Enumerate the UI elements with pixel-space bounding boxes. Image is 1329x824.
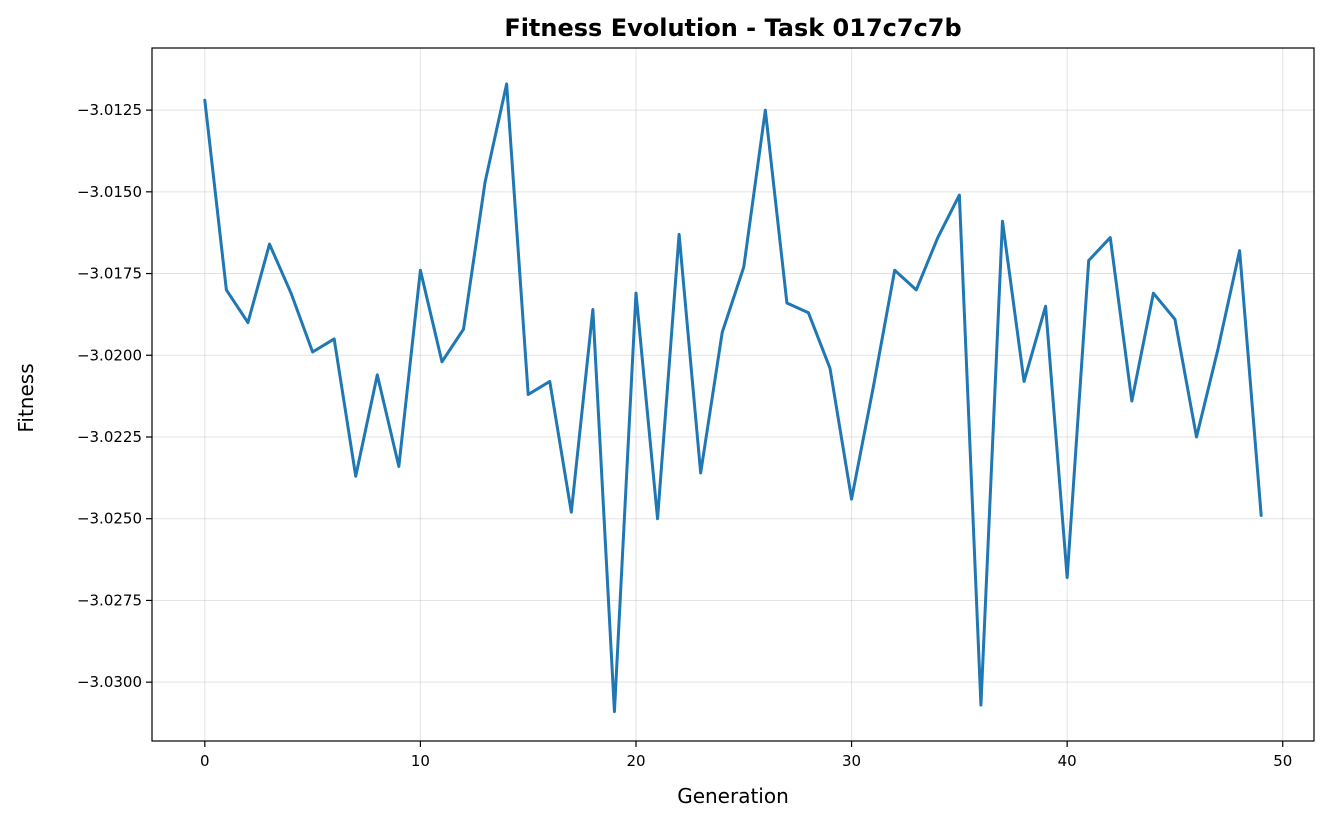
x-tick-label: 30 (842, 752, 861, 770)
chart-title: Fitness Evolution - Task 017c7c7b (504, 14, 961, 42)
tick-layer: 0 10 20 30 40 50 −3.0125 −3.0150 −3.0175 −3.0200 −… (77, 101, 1292, 770)
x-axis-label: Generation (677, 784, 789, 808)
y-tick-label: −3.0250 (77, 510, 142, 528)
x-tick-label: 50 (1273, 752, 1292, 770)
y-tick-label: −3.0150 (77, 183, 142, 201)
series-layer (203, 82, 1263, 714)
y-tick-label: −3.0225 (77, 428, 142, 446)
x-tick-label: 0 (200, 752, 210, 770)
x-tick-label: 20 (626, 752, 645, 770)
y-axis-label: Fitness (14, 363, 38, 432)
y-tick-label: −3.0125 (77, 101, 142, 119)
y-tick-label: −3.0200 (77, 346, 142, 364)
y-tick-label: −3.0275 (77, 591, 142, 609)
grid-lines (152, 48, 1314, 741)
plot-frame (151, 47, 1315, 742)
fitness-series-line (203, 82, 1263, 714)
x-tick-label: 10 (411, 752, 430, 770)
x-tick-label: 40 (1058, 752, 1077, 770)
y-tick-label: −3.0300 (77, 673, 142, 691)
y-tick-label: −3.0175 (77, 265, 142, 283)
